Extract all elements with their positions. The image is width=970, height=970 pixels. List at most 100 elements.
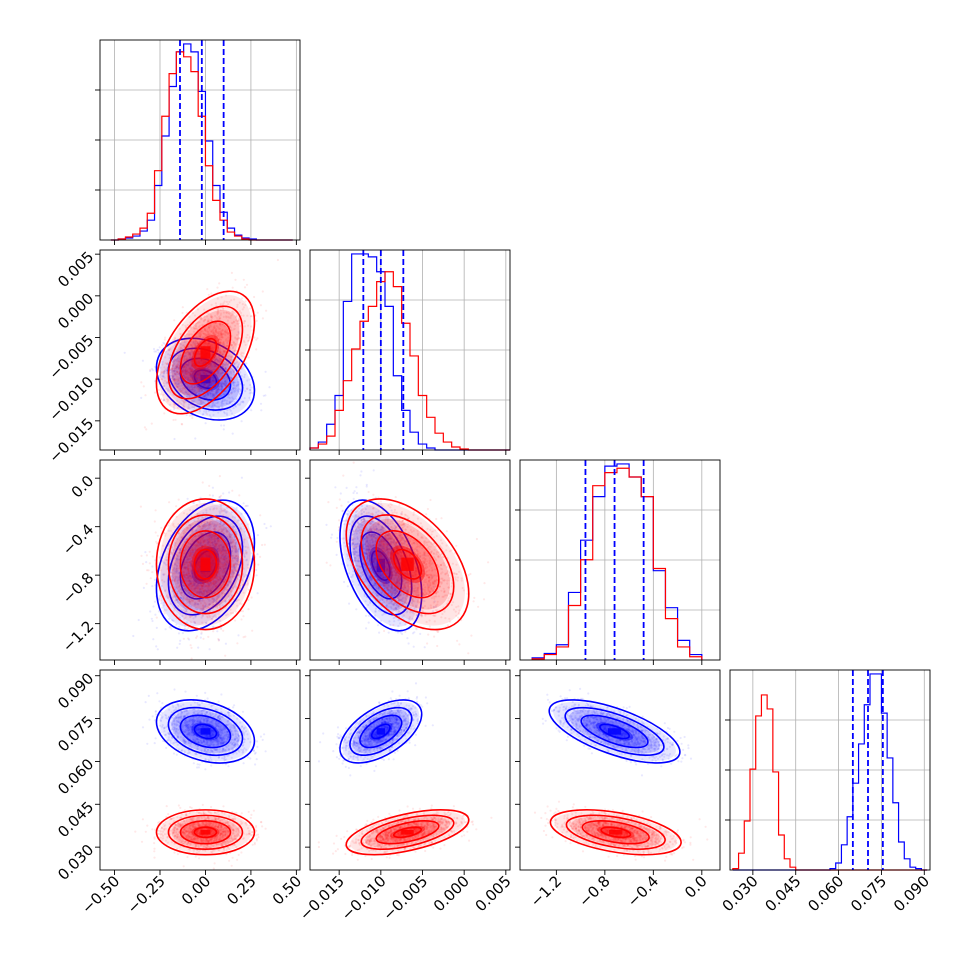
series_b-point	[188, 349, 191, 352]
series_a-point	[197, 585, 200, 588]
series_a-point	[211, 392, 214, 396]
series_b-point	[191, 370, 194, 373]
series_a-point	[183, 566, 186, 570]
series_b-point	[205, 334, 208, 337]
series_b-point	[195, 345, 198, 348]
series_b-point	[219, 317, 222, 320]
series_a-point	[215, 572, 218, 575]
series_a-point	[231, 396, 234, 399]
series_a-point	[210, 395, 214, 398]
series_b-point	[230, 326, 233, 329]
series_b-point	[219, 368, 222, 371]
series_a-point	[223, 558, 226, 562]
series_a-point	[221, 371, 224, 374]
series_a-point	[237, 384, 240, 387]
series_a-point	[193, 388, 196, 391]
series_b-point	[207, 366, 210, 369]
series_a-point	[265, 526, 268, 530]
series_b-point	[149, 368, 152, 371]
series_b-point	[218, 336, 221, 339]
series_a-point	[178, 625, 181, 628]
series_a-point	[208, 414, 211, 417]
series_b-point	[276, 258, 279, 262]
series_b-point	[218, 315, 221, 318]
series_a-point	[210, 365, 213, 368]
series_b-point	[195, 340, 199, 343]
series_b-point	[236, 303, 239, 306]
series_a-point	[230, 538, 233, 541]
series_b-point	[207, 335, 210, 338]
series_a-point	[207, 524, 210, 527]
series_a-point	[193, 587, 196, 590]
series_b-point	[192, 349, 195, 352]
series_b-point	[217, 334, 220, 337]
series_b-point	[219, 332, 222, 335]
series_a-point	[249, 388, 252, 391]
series_a-point	[189, 565, 192, 568]
series_a-point	[179, 391, 182, 394]
series_a-point	[194, 535, 197, 538]
series_b-point	[220, 334, 223, 337]
series_b-point	[195, 347, 198, 350]
series_b-point	[217, 326, 220, 329]
series_b-point	[172, 379, 175, 382]
series_a-point	[220, 388, 223, 391]
series_a-point	[220, 530, 223, 533]
series_b-point	[202, 362, 205, 365]
series_a-point	[174, 365, 178, 368]
series_b-point	[210, 316, 213, 319]
series_b-point	[207, 340, 210, 343]
series_a-point	[164, 368, 167, 371]
series_b-point	[215, 360, 218, 363]
series_b-point	[207, 318, 210, 321]
series_b-point	[242, 306, 245, 309]
series_a-point	[264, 370, 267, 373]
series_a-point	[159, 373, 162, 376]
series_a-point	[196, 385, 199, 388]
series_b-point	[181, 423, 184, 426]
series_b-point	[166, 363, 169, 366]
series_a-point	[224, 578, 227, 581]
series_a-point	[159, 376, 162, 379]
series_b-point	[181, 370, 184, 373]
series_a-point	[203, 410, 206, 413]
series_b-point	[233, 311, 236, 314]
series_b-point	[169, 347, 172, 350]
series_b-point	[220, 335, 223, 338]
series_a-point	[173, 378, 176, 381]
series_b-point	[176, 366, 179, 369]
series_b-point	[253, 295, 256, 299]
series_a-point	[195, 391, 198, 394]
series_a-point	[207, 394, 210, 397]
series_a-point	[186, 378, 189, 381]
series_b-point	[192, 365, 195, 368]
series_b-point	[238, 519, 241, 522]
series_a-point	[176, 356, 179, 360]
series_b-point	[213, 360, 216, 363]
series_b-point	[140, 381, 143, 384]
series_b-point	[233, 327, 236, 330]
series_a-point	[248, 396, 251, 399]
series_b-point	[191, 344, 194, 347]
series_b-point	[190, 363, 193, 366]
series_b-point	[190, 370, 193, 373]
series_b-point	[183, 365, 186, 368]
series_a-point	[163, 376, 166, 379]
series_b-point	[221, 365, 225, 368]
series_a-point	[220, 404, 223, 407]
series_a-point	[185, 372, 188, 375]
series_b-point	[210, 333, 213, 336]
series_b-point	[184, 401, 187, 404]
series_b-point	[247, 523, 250, 526]
series_a-point	[256, 592, 259, 595]
series_a-point	[173, 377, 176, 381]
series_b-point	[183, 387, 187, 391]
series_b-point	[190, 363, 193, 366]
series_b-point	[179, 376, 182, 380]
series_a-point	[249, 383, 252, 387]
series_a-point	[229, 540, 233, 543]
series_b-point	[242, 339, 246, 342]
series_b-point	[199, 398, 202, 401]
series_b-point	[179, 346, 182, 349]
series_b-point	[197, 370, 200, 373]
